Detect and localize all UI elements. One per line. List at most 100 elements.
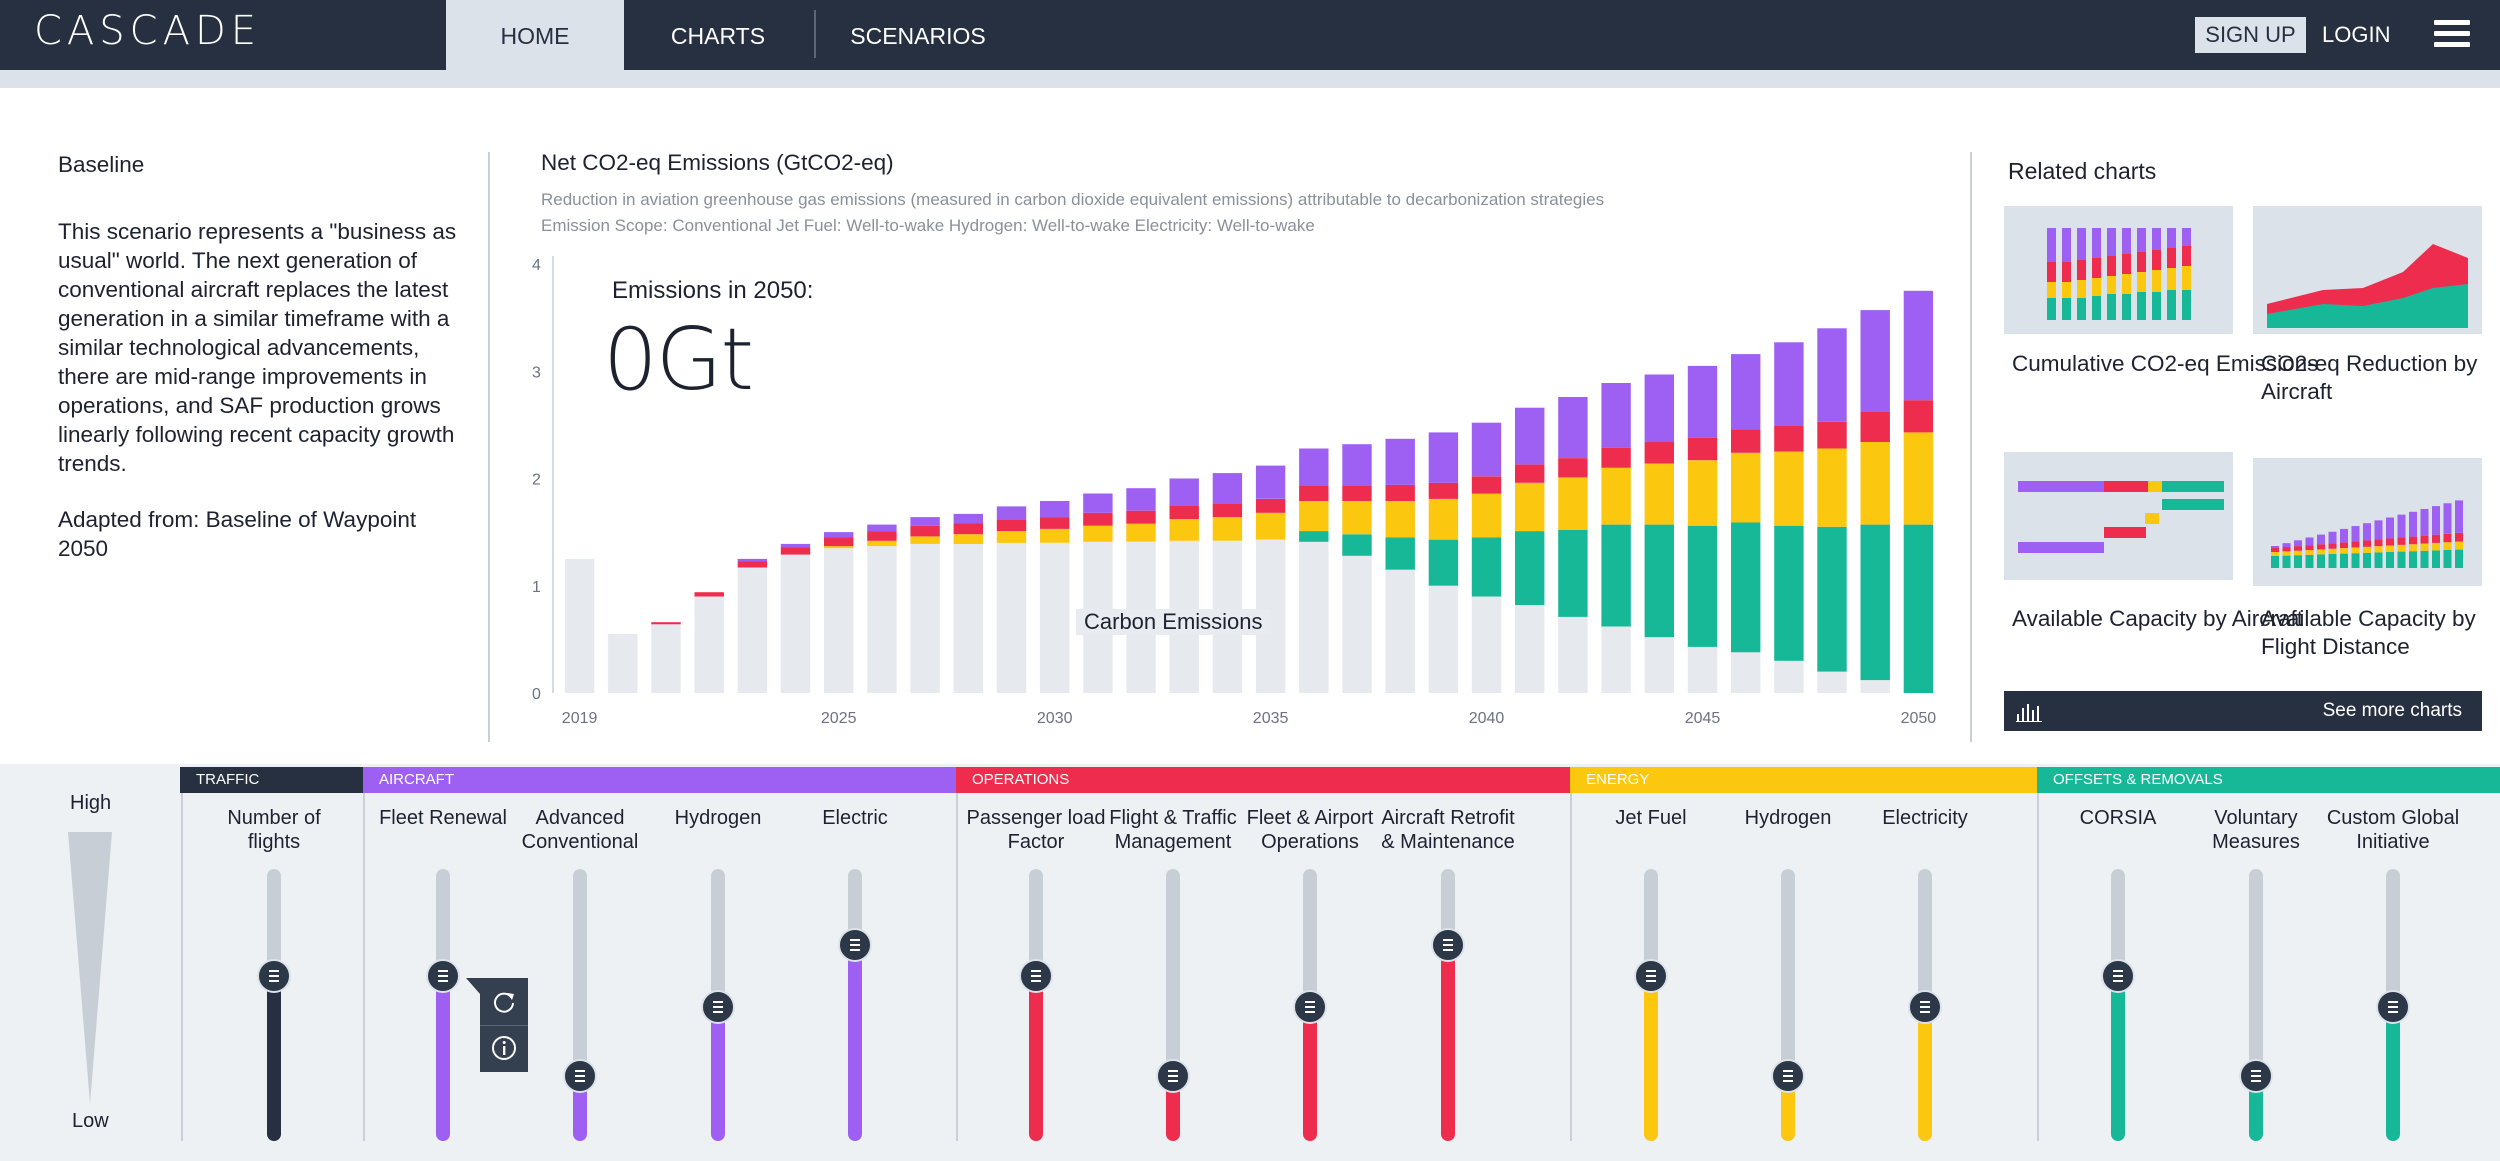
thumb-bar-segment	[2363, 523, 2371, 541]
bar-segment-2038-2	[1385, 501, 1415, 538]
thumbnail-cumulative-emissions[interactable]	[2004, 206, 2233, 334]
related-label-reduction[interactable]: CO2-eq Reduction by Aircraft	[2261, 351, 2478, 404]
lever-handle[interactable]	[2101, 959, 2135, 993]
bar-segment-2032-4	[1126, 488, 1156, 511]
bar-segment-2039-4	[1428, 432, 1459, 483]
thumbnail-capacity-by-aircraft[interactable]	[2004, 452, 2233, 580]
thumb-bar-segment	[2305, 537, 2314, 546]
lever-handle[interactable]	[1431, 928, 1465, 962]
lever-label: Hydrogen	[1744, 807, 1832, 829]
bar-segment-2025-4	[824, 532, 854, 538]
thumb-bar-segment	[2271, 546, 2279, 548]
high-label: High	[70, 792, 112, 814]
tab-scenarios[interactable]: SCENARIOS	[850, 23, 986, 49]
bar-segment-2035-2	[1255, 512, 1286, 540]
thumb-bar-segment	[2374, 552, 2383, 568]
thumb-bar-segment	[2455, 500, 2463, 533]
thumb-bar-segment	[2386, 538, 2394, 546]
bar-segment-2042-3	[1558, 458, 1588, 478]
bar-segment-2039-3	[1428, 482, 1459, 499]
see-more-charts-button[interactable]: See more charts	[2004, 691, 2482, 731]
thumb-bar-segment	[2397, 514, 2406, 538]
stacked-bars-small-thumb-icon	[2271, 500, 2463, 568]
category-divider	[181, 793, 183, 1141]
lever-fill	[711, 1007, 725, 1141]
bar-segment-2046-3	[1731, 429, 1761, 453]
tab-home[interactable]: HOME	[446, 0, 624, 70]
chart-subtitle: Reduction in aviation greenhouse gas emi…	[541, 190, 1605, 209]
bar-segment-2041-3	[1515, 464, 1545, 483]
thumb-bar-segment	[2432, 542, 2440, 551]
bar-segment-2037-3	[1342, 486, 1372, 501]
bar-segment-2048-0	[1817, 671, 1847, 694]
bar-segment-2033-4	[1169, 478, 1199, 506]
thumb-bar-segment	[2351, 547, 2360, 554]
thumb-bar-segment	[2282, 547, 2291, 552]
bar-segment-2029-4	[996, 506, 1027, 520]
lever-handle[interactable]	[701, 990, 735, 1024]
thumbnail-reduction-by-aircraft[interactable]	[2253, 206, 2482, 334]
thumb-bar-segment	[2374, 520, 2383, 540]
x-tick-label: 2030	[1037, 710, 1073, 727]
high-low-scale-icon	[68, 832, 112, 1104]
sign-up-button[interactable]: SIGN UP	[2195, 17, 2306, 53]
lever-label: Hydrogen	[674, 807, 762, 829]
login-button[interactable]: LOGIN	[2322, 22, 2391, 47]
bar-segment-2040-0	[1471, 596, 1502, 693]
lever-handle[interactable]	[1908, 990, 1942, 1024]
lever-handle[interactable]	[426, 959, 460, 993]
lever-handle[interactable]	[563, 1059, 597, 1093]
bar-segment-2026-0	[867, 546, 897, 693]
related-label-cumulative[interactable]: Cumulative CO2-eq Emissions	[2012, 351, 2319, 376]
thumb-bar-segment	[2443, 503, 2452, 534]
lever-handle[interactable]	[1019, 959, 1053, 993]
lever-handle[interactable]	[1634, 959, 1668, 993]
thumb-bar-segment	[2271, 548, 2279, 552]
lever-handle[interactable]	[2239, 1059, 2273, 1093]
bar-segment-2049-0	[1860, 680, 1890, 693]
lever-fill	[1441, 945, 1455, 1141]
scenario-description: This scenario represents a "business as …	[58, 219, 457, 476]
bar-segment-2041-1	[1515, 531, 1545, 606]
bar-segment-2038-1	[1385, 537, 1415, 570]
thumbnail-capacity-by-distance[interactable]	[2253, 458, 2482, 586]
thumb-bar-segment	[2340, 542, 2348, 549]
emissions-2050-label: Emissions in 2050:	[612, 277, 814, 304]
app-logo[interactable]: CASCADE	[34, 8, 262, 54]
lever-handle[interactable]	[838, 928, 872, 962]
bar-segment-2047-1	[1774, 525, 1804, 661]
bar-segment-2024-4	[780, 543, 811, 548]
bar-segment-2029-3	[996, 519, 1027, 532]
bar-segment-2035-4	[1255, 465, 1286, 499]
thumb-bar-segment	[2328, 554, 2337, 568]
thumb-bar-segment	[2294, 550, 2302, 556]
thumb-bar-segment	[2271, 552, 2279, 556]
thumb-bar-segment	[2294, 540, 2302, 547]
lever-handle[interactable]	[257, 959, 291, 993]
bar-segment-2045-2	[1687, 460, 1718, 526]
bar-segment-2049-3	[1860, 412, 1890, 442]
bar-segment-2044-1	[1644, 524, 1674, 638]
bar-segment-2030-2	[1040, 528, 1070, 543]
lever-handle[interactable]	[1293, 990, 1327, 1024]
bar-segment-2028-0	[953, 543, 983, 693]
bar-segment-2047-4	[1774, 342, 1804, 426]
info-icon[interactable]	[490, 1034, 518, 1062]
thumb-bar-segment	[2420, 508, 2429, 536]
lever-handle[interactable]	[1156, 1059, 1190, 1093]
bar-segment-2046-4	[1731, 354, 1761, 430]
lever-handle[interactable]	[1771, 1059, 1805, 1093]
y-tick-label: 2	[532, 472, 541, 489]
hamburger-menu-icon[interactable]	[2434, 20, 2470, 50]
tab-charts[interactable]: CHARTS	[670, 23, 766, 49]
bar-segment-2038-3	[1385, 484, 1415, 501]
bar-segment-2027-4	[910, 517, 940, 526]
bar-segment-2028-2	[953, 534, 983, 544]
related-label-capacity-distance[interactable]: Available Capacity by Flight Distance	[2261, 606, 2476, 659]
reset-icon[interactable]	[490, 988, 518, 1016]
bar-segment-2047-0	[1774, 660, 1804, 693]
related-label-capacity-aircraft[interactable]: Available Capacity by Aircraft	[2012, 606, 2303, 631]
lever-handle[interactable]	[2376, 990, 2410, 1024]
category-divider	[2037, 793, 2039, 1141]
bar-chart-icon	[2016, 704, 2042, 722]
